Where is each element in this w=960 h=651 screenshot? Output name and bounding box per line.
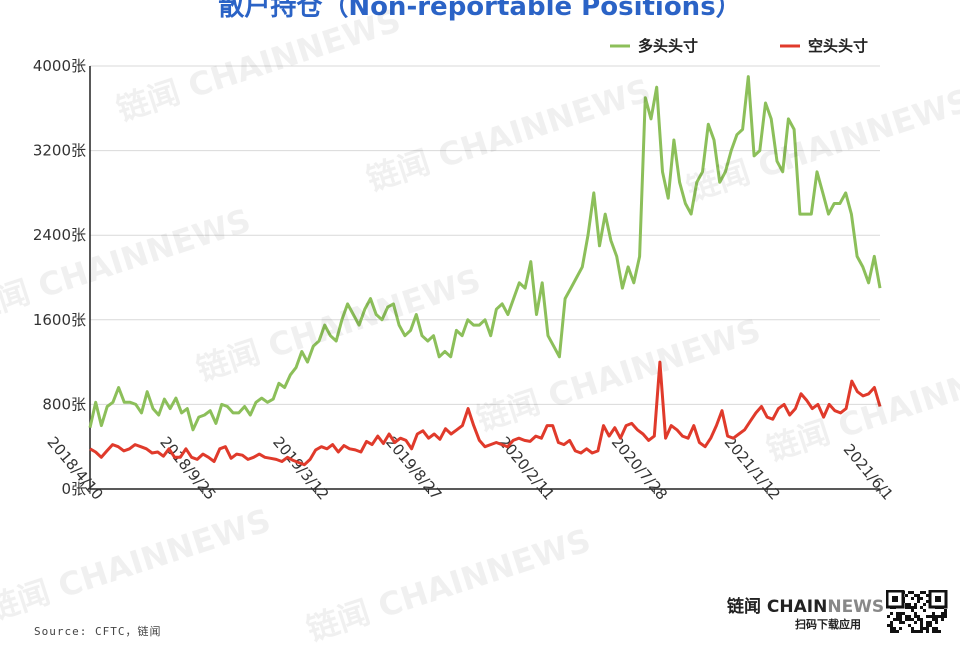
- x-tick-label: 2020/2/11: [495, 433, 558, 503]
- legend-label: 空头头寸: [808, 37, 868, 55]
- y-axis-ticks: 0张 800张 1600张 2400张 3200张 4000张: [33, 57, 86, 498]
- brand-download-text: 扫码下载应用: [795, 618, 861, 631]
- qr-code-icon: [886, 590, 948, 633]
- legend: 多头头寸 空头头寸: [610, 37, 868, 55]
- y-tick-label: 3200张: [33, 142, 86, 160]
- x-tick-label: 2019/3/12: [269, 433, 332, 503]
- series-line-short: [89, 360, 882, 467]
- brand-chain: CHAIN: [766, 597, 828, 617]
- y-tick-label: 2400张: [33, 226, 86, 244]
- axes: [89, 66, 880, 490]
- x-tick-label: 2018/9/25: [156, 433, 219, 503]
- chart-title: 散户持仓（Non-reportable Positions）: [218, 0, 742, 22]
- y-tick-label: 800张: [42, 395, 86, 413]
- y-tick-label: 1600张: [33, 311, 86, 329]
- x-tick-label: 2021/6/1: [840, 440, 897, 503]
- legend-label: 多头头寸: [638, 37, 698, 55]
- y-tick-label: 4000张: [33, 57, 86, 75]
- brand-logo: 链闻 CHAINNEWS: [727, 592, 884, 617]
- brand-news: NEWS: [827, 597, 885, 617]
- brand-cn: 链闻: [727, 597, 761, 617]
- y-tick-label: 0张: [61, 480, 86, 498]
- series-lines: [88, 75, 882, 467]
- x-tick-label: 2020/7/28: [608, 433, 671, 503]
- source-note: Source: CFTC，链闻: [34, 625, 162, 638]
- series-line-long: [88, 75, 882, 432]
